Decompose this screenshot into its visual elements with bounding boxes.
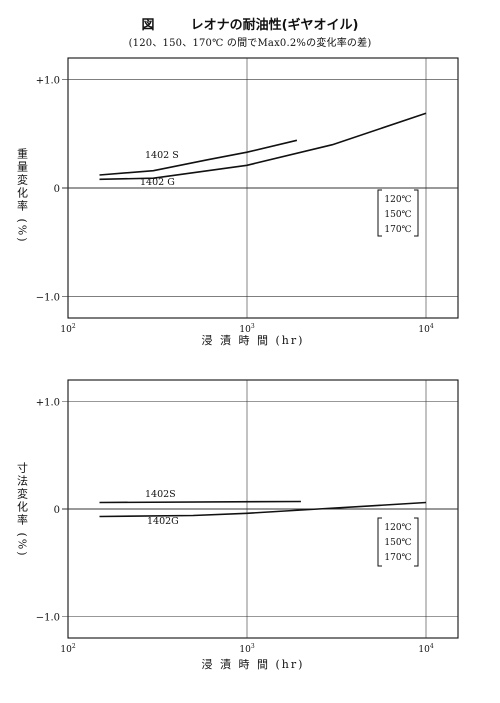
x-tick-label: 103 [239, 323, 254, 335]
series-label: 1402S [145, 489, 176, 500]
temp-bracket-left [377, 517, 382, 567]
x-tick-label: 102 [60, 323, 75, 335]
series-label: 1402G [147, 516, 179, 527]
x-tick-label: 104 [418, 643, 433, 655]
x-tick-label: 104 [418, 323, 433, 335]
page-subtitle: (120、150、170℃ の間でMax0.2%の変化率の差) [128, 38, 372, 49]
y-tick-label: +1.0 [36, 398, 60, 409]
temperature-label: 170℃ [384, 225, 411, 235]
x-tick-label: 102 [60, 643, 75, 655]
figure-title: レオナの耐油性(ギヤオイル) [190, 18, 359, 33]
temperature-label: 170℃ [384, 553, 411, 563]
y-axis-label: 寸法変化率 (%) [16, 461, 29, 558]
series-label: 1402 G [140, 177, 175, 188]
series-label: 1402 S [145, 150, 179, 161]
x-axis-label: 浸 漬 時 間 (hr) [202, 333, 305, 347]
y-tick-label: +1.0 [36, 76, 60, 87]
page-title: 図 レオナの耐油性(ギヤオイル) [0, 14, 500, 33]
series-line [99, 139, 298, 176]
series-line [99, 112, 427, 181]
x-tick-label: 103 [239, 643, 254, 655]
temp-bracket-right [414, 517, 419, 567]
x-axis-label: 浸 漬 時 間 (hr) [202, 657, 305, 671]
y-tick-label: −1.0 [36, 613, 60, 624]
y-axis-label: 重量変化率 (%) [16, 147, 29, 244]
temperature-label: 120℃ [384, 523, 411, 533]
series-line [99, 500, 301, 504]
temperature-label: 120℃ [384, 195, 411, 205]
y-tick-label: 0 [54, 505, 60, 516]
chart-2: +1.0 0 −1.0 102 103 104 1402S 1402G 120℃ 150℃ 170℃… [16, 379, 459, 671]
figure-label: 図 [141, 18, 155, 33]
y-tick-label: −1.0 [36, 292, 60, 303]
temp-bracket-right [414, 189, 419, 237]
chart-1: +1.0 0 −1.0 102 103 104 1402 S 1402 G 120℃ 150℃ 17… [16, 57, 459, 347]
y-tick-label: 0 [54, 184, 60, 195]
temperature-label: 150℃ [384, 210, 411, 220]
series-line [99, 501, 427, 518]
temperature-label: 150℃ [384, 538, 411, 548]
temp-bracket-left [377, 189, 382, 237]
